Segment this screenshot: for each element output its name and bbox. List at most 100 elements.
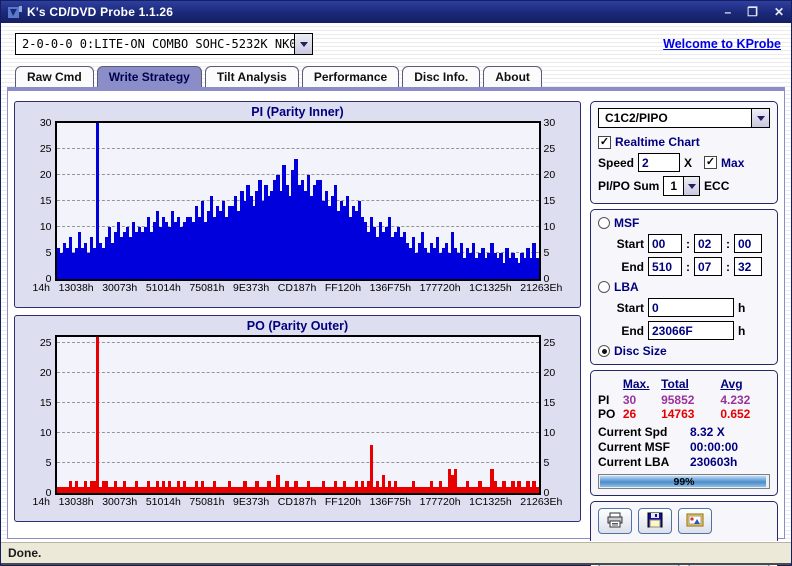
current-speed-row: Current Spd 8.32 X (598, 425, 770, 439)
hex-suffix: h (738, 300, 746, 315)
po-plot-area (54, 335, 541, 495)
pi-plot-area (54, 121, 541, 281)
floppy-disk-icon (647, 512, 663, 531)
pipo-sum-value: 1 (670, 179, 678, 193)
save-image-button[interactable] (678, 508, 712, 534)
maximize-button[interactable]: ❒ (747, 5, 758, 19)
image-icon (686, 512, 704, 530)
tab-performance[interactable]: Performance (301, 66, 400, 87)
minimize-button[interactable]: – (724, 5, 732, 19)
current-speed-label: Current Spd (598, 425, 668, 439)
pi-stats-label: PI (598, 393, 610, 407)
pi-chart: PI (Parity Inner) 30 25 20 15 10 5 0 30 25 20 15 1… (14, 101, 581, 308)
pipo-sum-select[interactable]: 1 (663, 176, 701, 196)
icon-button-row (598, 508, 770, 534)
pi-y-axis-left: 30 25 20 15 10 5 0 (39, 117, 52, 285)
controls-column: C1C2/PIPO ✓ Realtime Chart Speed X ✓ Max (590, 101, 778, 566)
msf-end-min[interactable] (648, 257, 682, 276)
lba-end-input[interactable] (648, 321, 734, 340)
mode-select-dropdown-button[interactable] (751, 109, 769, 127)
realtime-chart-label: Realtime Chart (615, 135, 700, 149)
colon-separator: : (726, 236, 730, 251)
pi-total-value: 95852 (661, 393, 695, 407)
tab-about[interactable]: About (483, 66, 542, 87)
disc-size-radio[interactable] (598, 345, 610, 357)
msf-start-min[interactable] (648, 234, 682, 253)
stats-header-total: Total (661, 377, 689, 391)
status-bar: Done. (1, 541, 791, 565)
current-msf-row: Current MSF 00:00:00 (598, 440, 770, 454)
msf-start-frame[interactable] (734, 234, 762, 253)
msf-start-label: Start (616, 236, 644, 251)
msf-label: MSF (614, 216, 640, 230)
msf-end-frame[interactable] (734, 257, 762, 276)
disc-size-label: Disc Size (614, 344, 667, 358)
progress-fill (600, 476, 767, 487)
current-msf-value: 00:00:00 (690, 440, 739, 454)
stats-header-row: Max. Total Avg (598, 377, 770, 391)
msf-start-sec[interactable] (694, 234, 722, 253)
pi-avg-value: 4.232 (720, 393, 751, 407)
close-button[interactable]: ✕ (773, 5, 784, 19)
progress-percent: 99% (673, 476, 695, 488)
drive-select-dropdown-button[interactable] (294, 34, 312, 54)
po-chart-title: PO (Parity Outer) (246, 319, 349, 333)
drive-select-value: 2-0-0-0 0:LITE-ON COMBO SOHC-5232K NK07 (22, 37, 294, 51)
po-avg-value: 0.652 (720, 407, 751, 421)
current-lba-value: 230603h (690, 455, 738, 469)
po-chart-row: 25 20 15 10 5 0 25 20 15 10 5 0 (15, 335, 580, 499)
mode-select[interactable]: C1C2/PIPO (598, 108, 770, 128)
save-button[interactable] (638, 508, 672, 534)
mode-select-value: C1C2/PIPO (605, 111, 668, 125)
chevron-down-icon (299, 41, 308, 47)
speed-unit-label: X (684, 155, 693, 170)
msf-end-label: End (621, 259, 644, 274)
tab-write-strategy[interactable]: Write Strategy (96, 66, 202, 87)
ecc-label: ECC (704, 179, 730, 193)
po-stats-label: PO (598, 407, 616, 421)
po-y-axis-left: 25 20 15 10 5 0 (39, 337, 52, 499)
max-speed-checkbox[interactable]: ✓ (704, 156, 718, 169)
printer-icon (606, 512, 624, 531)
pipo-sum-dropdown-button[interactable] (683, 177, 700, 195)
msf-end-sec[interactable] (694, 257, 722, 276)
chevron-down-icon (756, 115, 765, 121)
lba-radio[interactable] (598, 281, 610, 293)
welcome-link[interactable]: Welcome to KProbe (663, 37, 781, 51)
po-x-axis-labels: 14h 13038h 30073h 51014h 75081h 9E373h CD187h F… (32, 496, 563, 508)
po-total-value: 14763 (661, 407, 695, 421)
top-bar: 2-0-0-0 0:LITE-ON COMBO SOHC-5232K NK07 … (1, 33, 791, 55)
current-msf-label: Current MSF (598, 440, 670, 454)
tab-disc-info[interactable]: Disc Info. (402, 66, 481, 87)
hex-suffix: h (738, 323, 746, 338)
po-chart: PO (Parity Outer) 25 20 15 10 5 0 25 20 15 10 5 0 … (14, 315, 581, 522)
speed-label: Speed (598, 155, 635, 170)
tab-bar: Raw Cmd Write Strategy Tilt Analysis Per… (15, 66, 791, 87)
app-body: 2-0-0-0 0:LITE-ON COMBO SOHC-5232K NK07 … (1, 23, 791, 566)
max-speed-label: Max (721, 155, 745, 170)
colon-separator: : (686, 236, 690, 251)
msf-radio[interactable] (598, 217, 610, 229)
scan-progress-bar: 99% (598, 474, 770, 489)
tab-tilt-analysis[interactable]: Tilt Analysis (204, 66, 299, 87)
lba-start-label: Start (616, 300, 644, 315)
print-button[interactable] (598, 508, 632, 534)
pi-chart-title: PI (Parity Inner) (251, 105, 344, 119)
stats-header-avg: Avg (720, 377, 743, 391)
tab-raw-cmd[interactable]: Raw Cmd (15, 66, 94, 87)
stats-group: Max. Total Avg PI 30 95852 4.232 PO 26 1… (590, 370, 778, 496)
scan-controls-group: C1C2/PIPO ✓ Realtime Chart Speed X ✓ Max (590, 101, 778, 204)
chevron-down-icon (687, 183, 696, 189)
lba-start-input[interactable] (648, 298, 734, 317)
range-group: MSF Start : : End : (590, 209, 778, 365)
charts-column: PI (Parity Inner) 30 25 20 15 10 5 0 30 25 20 15 1… (14, 101, 581, 532)
pipo-sum-label: PI/PO Sum (598, 179, 660, 193)
window-title: K's CD/DVD Probe 1.1.26 (27, 5, 174, 19)
drive-select[interactable]: 2-0-0-0 0:LITE-ON COMBO SOHC-5232K NK07 (15, 33, 313, 55)
pi-max-value: 30 (622, 393, 637, 407)
po-max-value: 26 (622, 407, 637, 421)
realtime-chart-checkbox[interactable]: ✓ (598, 135, 611, 149)
pi-stats-row: PI 30 95852 4.232 (598, 393, 770, 407)
speed-input[interactable] (638, 153, 681, 172)
app-icon (8, 5, 22, 19)
